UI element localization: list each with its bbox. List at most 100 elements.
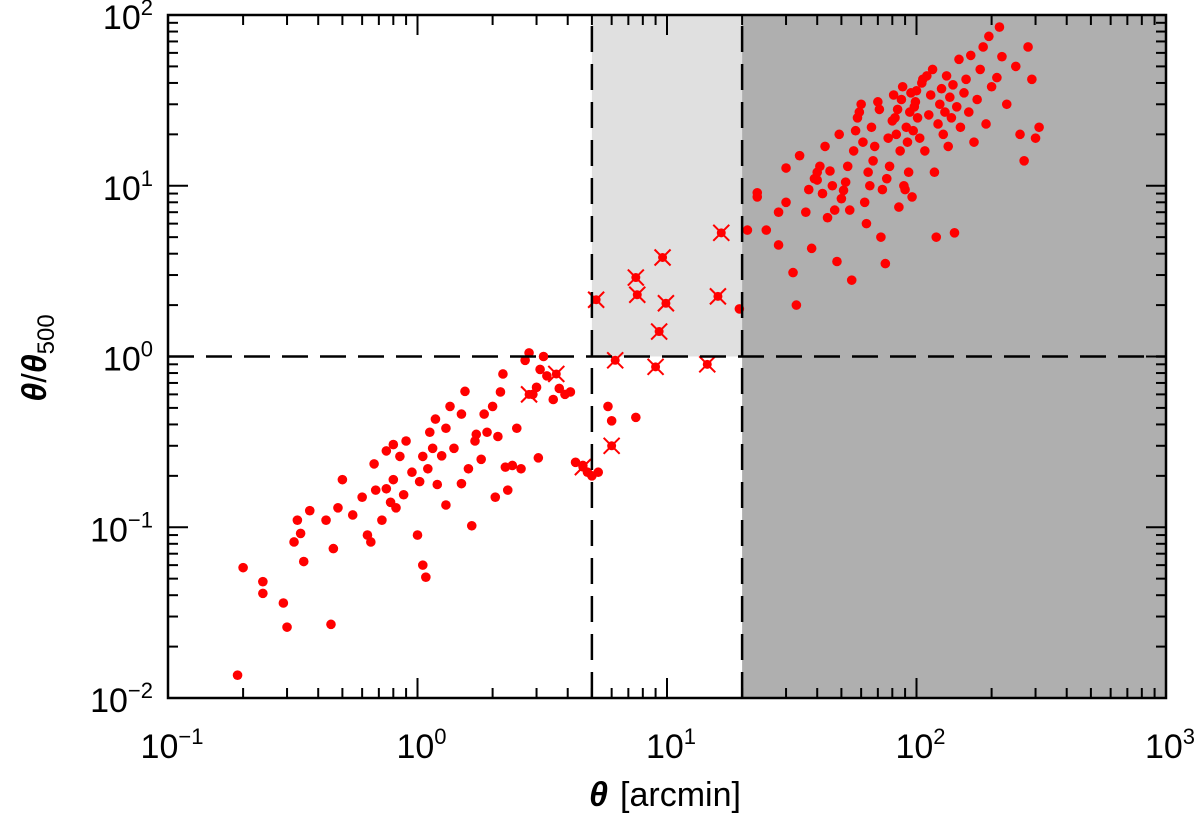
data-point (920, 146, 930, 156)
data-point (381, 483, 392, 494)
data-point (430, 414, 441, 424)
data-point (1010, 61, 1021, 72)
data-point (955, 122, 966, 133)
data-point (554, 383, 565, 394)
data-point (520, 355, 530, 366)
data-point (838, 185, 849, 196)
data-point (542, 371, 552, 381)
data-point (959, 88, 969, 98)
data-point (377, 515, 387, 525)
data-point (490, 492, 501, 502)
data-point (846, 275, 857, 285)
data-point (929, 167, 940, 178)
data-point (948, 80, 958, 90)
data-point (424, 427, 435, 438)
data-point (978, 42, 988, 52)
data-point (896, 94, 907, 105)
x-tick-label: 103 (1145, 724, 1195, 766)
data-point (902, 137, 913, 147)
data-point (388, 474, 399, 485)
data-point (606, 416, 617, 426)
data-point (840, 177, 851, 187)
data-point (859, 197, 870, 208)
data-point (788, 267, 798, 278)
data-point (471, 429, 482, 440)
data-point (1019, 155, 1029, 166)
data-point (856, 99, 866, 110)
data-point (825, 166, 835, 176)
data-point (548, 394, 559, 405)
x-axis-title: θ [arcmin] (589, 776, 741, 814)
data-point (381, 446, 392, 456)
data-point (1030, 133, 1041, 143)
data-point (912, 113, 923, 123)
data-point-crossed (709, 287, 727, 306)
data-point (533, 453, 544, 463)
data-point (992, 72, 1002, 83)
data-point (1001, 99, 1012, 110)
data-point (806, 243, 817, 254)
data-point-crossed (602, 437, 621, 455)
data-points (232, 22, 1044, 680)
data-point (858, 137, 868, 147)
data-point (865, 180, 875, 191)
x-tick-label: 101 (646, 724, 696, 766)
data-point (866, 122, 877, 133)
data-point (891, 129, 902, 140)
plot-frame (166, 13, 1168, 700)
data-point-crossed (698, 355, 716, 374)
data-point (803, 184, 814, 195)
data-point (432, 479, 443, 490)
data-point (258, 576, 268, 587)
data-point (972, 94, 982, 105)
data-point (908, 125, 918, 136)
data-point-crossed (627, 268, 645, 287)
data-point (298, 556, 309, 567)
data-point (986, 81, 997, 92)
data-point (900, 184, 910, 195)
data-point (897, 81, 908, 92)
data-point (479, 409, 489, 419)
data-point (570, 457, 581, 468)
data-point (366, 537, 376, 547)
data-point (861, 218, 872, 229)
data-point (456, 478, 467, 489)
data-point (773, 207, 784, 217)
data-point (832, 256, 842, 267)
data-point (232, 670, 243, 680)
data-point-crossed (520, 385, 538, 404)
data-point-crossed (712, 224, 730, 242)
data-point (414, 476, 425, 487)
y-tick-label: 102 (103, 0, 153, 37)
data-point (943, 141, 954, 152)
data-point (877, 184, 888, 195)
data-point (593, 467, 604, 478)
data-point (516, 463, 526, 474)
data-point (975, 64, 985, 75)
data-point (538, 351, 549, 362)
data-point (441, 423, 451, 434)
data-point (407, 467, 417, 478)
data-point (781, 163, 791, 173)
data-point (945, 92, 955, 103)
reference-lines (168, 15, 1166, 698)
data-point (781, 197, 791, 208)
data-point (773, 240, 784, 250)
data-point (946, 113, 957, 123)
data-point (848, 146, 859, 156)
data-point (890, 113, 900, 123)
data-point-crossed (574, 458, 592, 476)
data-point-crossed (646, 358, 665, 376)
data-point (935, 99, 945, 110)
data-point (761, 225, 772, 235)
data-point (388, 439, 399, 450)
data-point-crossed (657, 294, 675, 312)
data-point (391, 502, 401, 513)
data-point (822, 212, 833, 223)
axis-ticks (167, 14, 1167, 699)
data-point (842, 161, 853, 172)
data-point (927, 64, 938, 75)
data-point (423, 463, 433, 474)
data-point (941, 71, 952, 81)
data-point (844, 205, 855, 215)
